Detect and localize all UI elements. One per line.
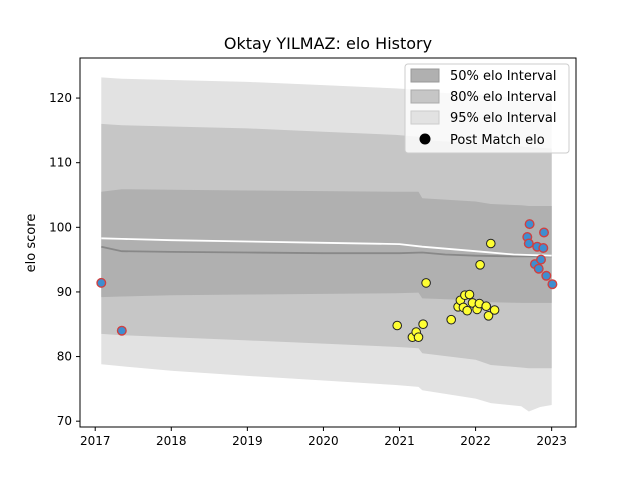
legend-label-95: 95% elo Interval	[450, 111, 557, 126]
data-point	[486, 238, 496, 249]
x-tick-label: 2023	[536, 434, 567, 448]
y-tick-label: 110	[49, 156, 72, 170]
legend-label-80: 80% elo Interval	[450, 90, 557, 105]
legend-swatch-95	[410, 110, 440, 125]
legend-swatch-50	[410, 68, 440, 83]
x-tick-label: 2021	[384, 434, 415, 448]
y-axis-label: elo score	[24, 214, 39, 273]
plot-frame	[79, 57, 577, 428]
data-point	[475, 260, 485, 270]
data-point	[462, 305, 473, 316]
data-point	[539, 227, 550, 238]
legend-swatch-80	[410, 89, 440, 104]
y-tick-label: 120	[49, 91, 72, 105]
interval-bands	[101, 77, 552, 412]
x-tick-label: 2019	[232, 434, 263, 448]
data-point	[421, 278, 431, 288]
x-axis: 2017 2018 2019 2020 2021 2022 2023	[80, 427, 567, 448]
x-tick-label: 2022	[460, 434, 491, 448]
data-point	[413, 332, 424, 343]
trend-lines	[101, 237, 552, 258]
data-point	[96, 277, 107, 288]
post-match-points	[96, 219, 558, 343]
data-point	[446, 314, 457, 325]
data-point	[116, 325, 127, 336]
data-point	[533, 263, 544, 274]
data-point	[538, 242, 549, 253]
legend-label-50: 50% elo Interval	[450, 69, 557, 84]
data-point	[392, 320, 403, 331]
legend-label-point: Post Match elo	[450, 133, 545, 148]
data-point	[481, 301, 492, 312]
data-point	[464, 289, 475, 300]
legend-marker-point	[419, 133, 431, 145]
y-tick-label: 80	[57, 350, 72, 364]
y-axis: 70 80 90 100 110 120	[49, 91, 80, 428]
data-point	[483, 311, 494, 321]
data-point	[524, 219, 535, 230]
data-point	[547, 279, 558, 290]
y-tick-label: 100	[49, 220, 72, 234]
legend: 50% elo Interval 80% elo Interval 95% el…	[404, 63, 570, 154]
y-tick-label: 90	[57, 285, 72, 299]
data-point	[418, 319, 428, 330]
x-tick-label: 2018	[156, 434, 187, 448]
x-tick-label: 2020	[308, 434, 339, 448]
data-point	[541, 270, 552, 281]
y-tick-label: 70	[57, 414, 72, 428]
data-point	[489, 305, 500, 315]
chart-title: Oktay YILMAZ: elo History	[224, 34, 432, 53]
x-tick-label: 2017	[80, 434, 111, 448]
median-line	[101, 245, 552, 258]
mean-line	[101, 237, 552, 257]
data-point	[523, 238, 534, 249]
band-50-interval	[101, 189, 552, 303]
data-point	[536, 254, 547, 265]
legend-frame	[404, 63, 570, 154]
